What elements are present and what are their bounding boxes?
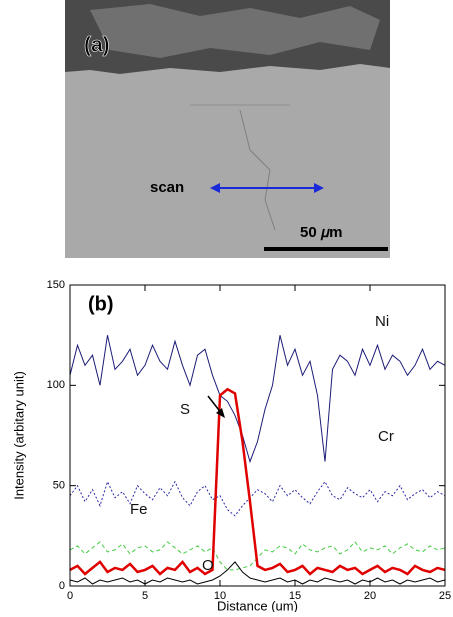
panel-label: (b) (88, 293, 114, 315)
scale-label: 50 𝜇m (300, 224, 343, 241)
sem-crack (239, 109, 276, 231)
panel-label: (a) (84, 34, 110, 57)
x-tick-label: 0 (67, 590, 73, 602)
series-line (69, 561, 446, 585)
x-tick-label: 10 (214, 590, 226, 602)
arrow-head (210, 183, 220, 193)
series-line (69, 335, 446, 464)
y-tick-label: 50 (53, 480, 65, 492)
x-tick-label: 25 (439, 590, 451, 602)
x-tick-label: 5 (142, 590, 148, 602)
y-tick-label: 100 (47, 379, 65, 391)
sem-flakes (90, 4, 380, 58)
x-axis-label: Distance (um) (217, 598, 298, 612)
x-tick-label: 20 (364, 590, 376, 602)
scale-bar (264, 247, 388, 251)
y-axis-label: Intensity (arbitary unit) (11, 371, 26, 500)
chart: 0 50 100 150 0 5 10 15 20 25 Distance (um) Intensit… (11, 279, 451, 614)
y-tick-label: 150 (47, 279, 65, 291)
x-tick-label: 15 (289, 590, 301, 602)
series-label: Ni (375, 313, 389, 330)
annotation-arrowhead (216, 408, 225, 418)
y-tick-label: 0 (59, 580, 65, 592)
series-label: S (180, 401, 190, 418)
arrow-head (314, 183, 324, 193)
plot-frame (69, 284, 446, 587)
series-label: Fe (130, 501, 148, 518)
scan-label: scan (150, 179, 184, 196)
series-line (69, 387, 446, 576)
sem-image: (a) scan 50 𝜇m (65, 0, 390, 258)
series-label: O (202, 557, 214, 574)
series-line (69, 480, 446, 517)
series-label: Cr (378, 428, 394, 445)
